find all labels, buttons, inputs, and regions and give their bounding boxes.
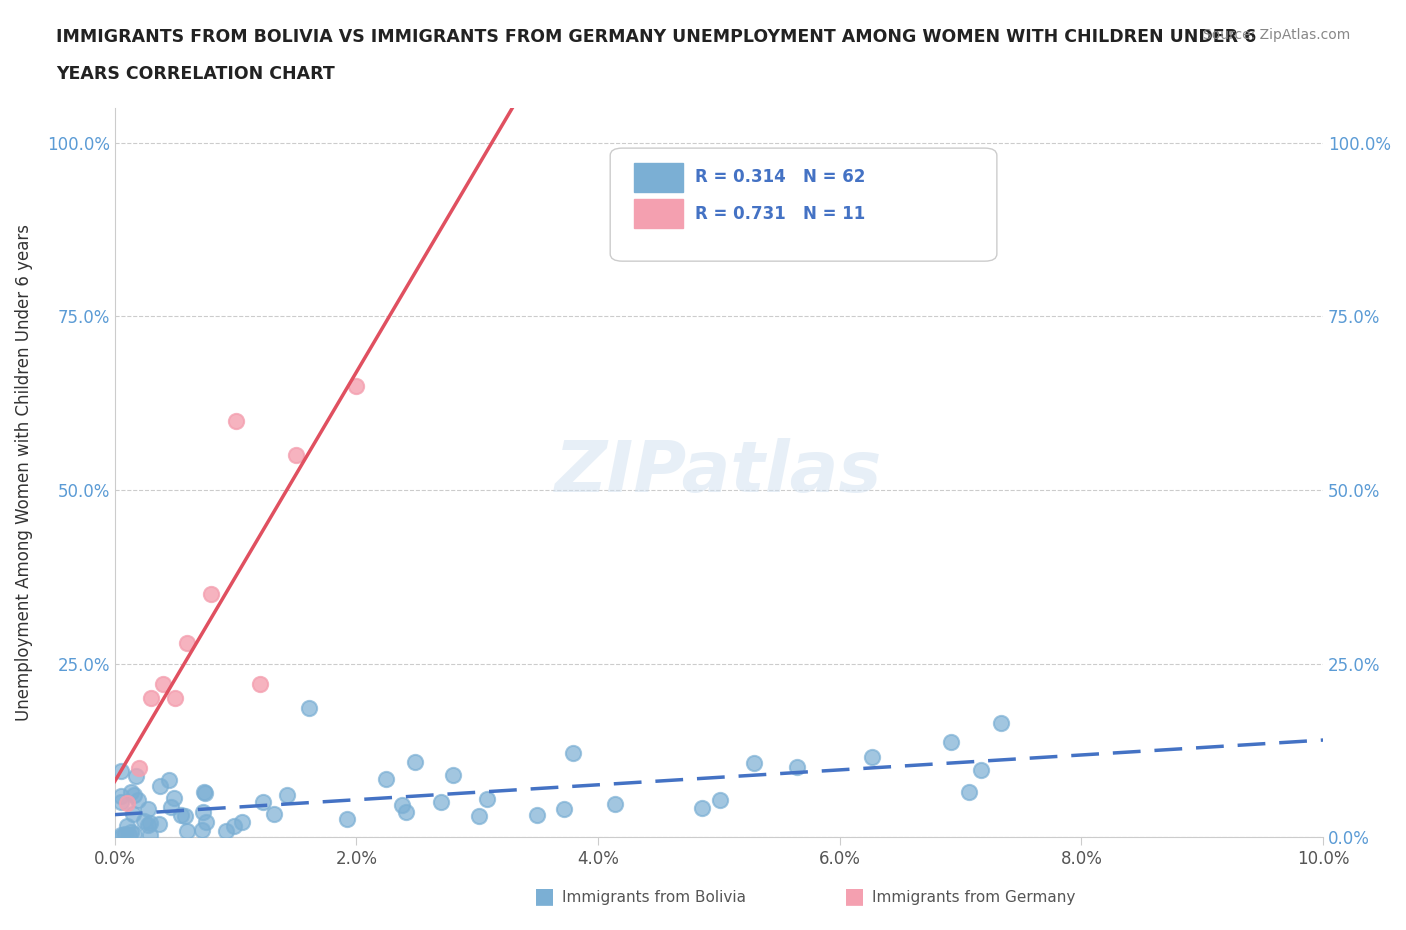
Point [429,794,451,809]
Point [176,823,198,838]
Point [117,818,139,833]
Point [194,786,217,801]
Point [118,828,141,843]
Point [860,750,883,764]
Point [561,746,583,761]
Text: Source: ZipAtlas.com: Source: ZipAtlas.com [1202,28,1350,42]
Point [742,755,765,770]
Point [443,767,465,782]
Text: ■: ■ [844,886,865,906]
Text: R = 0.731   N = 11: R = 0.731 N = 11 [695,205,865,223]
Point [215,824,238,839]
Point [225,413,247,428]
Point [346,379,368,393]
Point [336,811,359,826]
Point [124,827,146,842]
Point [132,814,155,829]
Point [115,795,138,810]
Point [193,785,215,800]
Point [139,828,162,843]
Point [128,761,150,776]
Point [957,785,980,800]
Point [709,792,731,807]
Y-axis label: Unemployment Among Women with Children Under 6 years: Unemployment Among Women with Children U… [15,224,32,721]
Point [110,795,132,810]
Point [526,807,548,822]
Point [475,791,498,806]
Point [110,828,132,843]
FancyBboxPatch shape [634,199,683,229]
Point [252,795,274,810]
Point [285,448,308,463]
Text: Immigrants from Bolivia: Immigrants from Bolivia [562,890,747,905]
Point [195,815,218,830]
Point [276,788,298,803]
FancyBboxPatch shape [610,148,997,261]
Point [298,700,321,715]
Text: IMMIGRANTS FROM BOLIVIA VS IMMIGRANTS FROM GERMANY UNEMPLOYMENT AMONG WOMEN WITH: IMMIGRANTS FROM BOLIVIA VS IMMIGRANTS FR… [56,28,1257,46]
Point [249,677,271,692]
Point [191,804,214,819]
Point [110,789,132,804]
Point [190,822,212,837]
Point [404,754,426,769]
Point [162,790,184,805]
Point [176,635,198,650]
Point [136,818,159,833]
Point [110,764,132,778]
Point [165,691,187,706]
Point [553,802,575,817]
Text: YEARS CORRELATION CHART: YEARS CORRELATION CHART [56,65,335,83]
Point [170,807,193,822]
Text: Immigrants from Germany: Immigrants from Germany [872,890,1076,905]
Point [127,792,149,807]
Point [139,816,162,830]
FancyBboxPatch shape [634,163,683,192]
Point [231,815,253,830]
Point [114,826,136,841]
Point [200,587,222,602]
Point [152,677,174,692]
Point [148,817,170,831]
Point [159,799,181,814]
Text: ■: ■ [534,886,555,906]
Point [990,715,1012,730]
Point [149,778,172,793]
Point [139,691,162,706]
Point [690,801,713,816]
Point [110,830,132,844]
Point [120,825,142,840]
Point [122,788,145,803]
Text: ZIPatlas: ZIPatlas [555,438,883,507]
Point [939,735,962,750]
Point [173,809,195,824]
Point [786,760,808,775]
Point [468,808,491,823]
Point [391,798,413,813]
Point [375,772,398,787]
Point [263,807,285,822]
Point [136,802,159,817]
Point [157,772,180,787]
Text: R = 0.314   N = 62: R = 0.314 N = 62 [695,168,865,186]
Point [222,818,245,833]
Point [395,804,418,819]
Point [125,768,148,783]
Point [970,763,993,777]
Point [603,796,626,811]
Point [120,784,142,799]
Point [121,806,143,821]
